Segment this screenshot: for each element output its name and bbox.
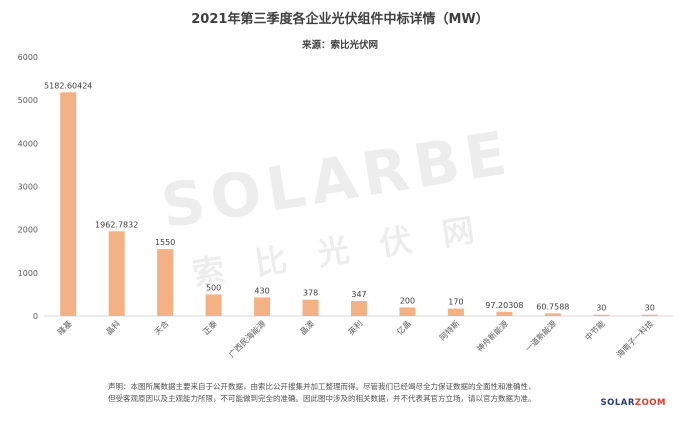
disclaimer: 声明：本图所属数据主要来自于公开数据，由索比公开搜集并加工整理而得。尽管我们已经… [108,381,588,405]
x-tick-label: 晶澳 [298,318,316,336]
data-label: 5182.60424 [44,81,92,90]
y-tick-label: 6000 [18,53,38,62]
x-tick-label: 亿晶 [394,318,412,336]
bar [641,314,658,316]
data-label: 200 [400,296,415,305]
brand-main: SOLAR [600,398,635,408]
bar [254,297,271,316]
x-tick-label: 中节能 [583,318,607,342]
bar [157,249,174,316]
data-label: 347 [351,290,366,299]
bar [399,307,416,316]
x-tick-label: 隆基 [55,318,73,336]
y-tick-label: 0 [33,312,38,321]
bar [205,294,222,316]
bar [351,301,367,316]
bar [593,314,610,316]
bar [544,313,561,316]
bar [447,308,464,316]
y-tick-label: 1000 [18,269,38,278]
data-label: 30 [596,304,606,313]
x-tick-label: 海南子一科技 [614,318,655,359]
bar [302,299,319,316]
brand-accent: ZOOM [634,398,666,408]
x-tick-label: 英利 [346,318,364,336]
watermark: SOLARBE 索 比 光 伏 网 [157,118,517,293]
data-label: 1550 [155,238,175,247]
disclaimer-line-2: 但受客观原因以及主观能力所限，不可能做到完全的准确。因此图中涉及的相关数据，并不… [108,394,536,403]
disclaimer-line-1: 声明：本图所属数据主要来自于公开数据，由索比公开搜集并加工整理而得。尽管我们已经… [108,382,536,391]
brand-logo: SOLARZOOM [601,398,666,408]
x-tick-label: 天合 [152,318,170,336]
data-label: 1962.7832 [95,220,138,229]
y-tick-label: 5000 [18,96,38,105]
bars [60,92,658,317]
bar [60,92,77,317]
x-tick-label: 晶科 [104,318,122,336]
x-tick-label: 一道新能源 [523,318,558,353]
data-label: 30 [645,304,655,313]
y-axis: 0 1000 2000 3000 4000 5000 6000 [18,53,38,321]
chart-subtitle: 来源：索比光伏网 [301,40,378,51]
bar [108,231,125,316]
x-axis: 隆基 晶科 天合 正泰 广西民海能源 晶澳 英利 亿晶 阿特斯 神舟新能源 一道新能源 中节能 海南子一… [55,318,655,359]
y-tick-label: 4000 [18,139,38,148]
data-label: 170 [448,298,463,307]
y-tick-label: 2000 [18,226,38,235]
value-labels: 5182.60424 1962.7832 1550 500 430 378 347 200 17… [44,81,655,312]
data-label: 378 [303,289,318,298]
data-label: 430 [254,286,269,295]
x-tick-label: 神舟新能源 [474,318,509,353]
bar [496,311,513,316]
x-tick-label: 正泰 [201,318,219,336]
data-label: 60.7588 [536,302,569,311]
x-tick-label: 阿特斯 [437,318,461,342]
chart-title: 2021年第三季度各企业光伏组件中标详情（MW） [191,12,489,27]
data-label: 97.20308 [485,301,523,310]
x-tick-label: 广西民海能源 [226,318,267,359]
y-tick-label: 3000 [18,183,38,192]
data-label: 500 [206,283,221,292]
